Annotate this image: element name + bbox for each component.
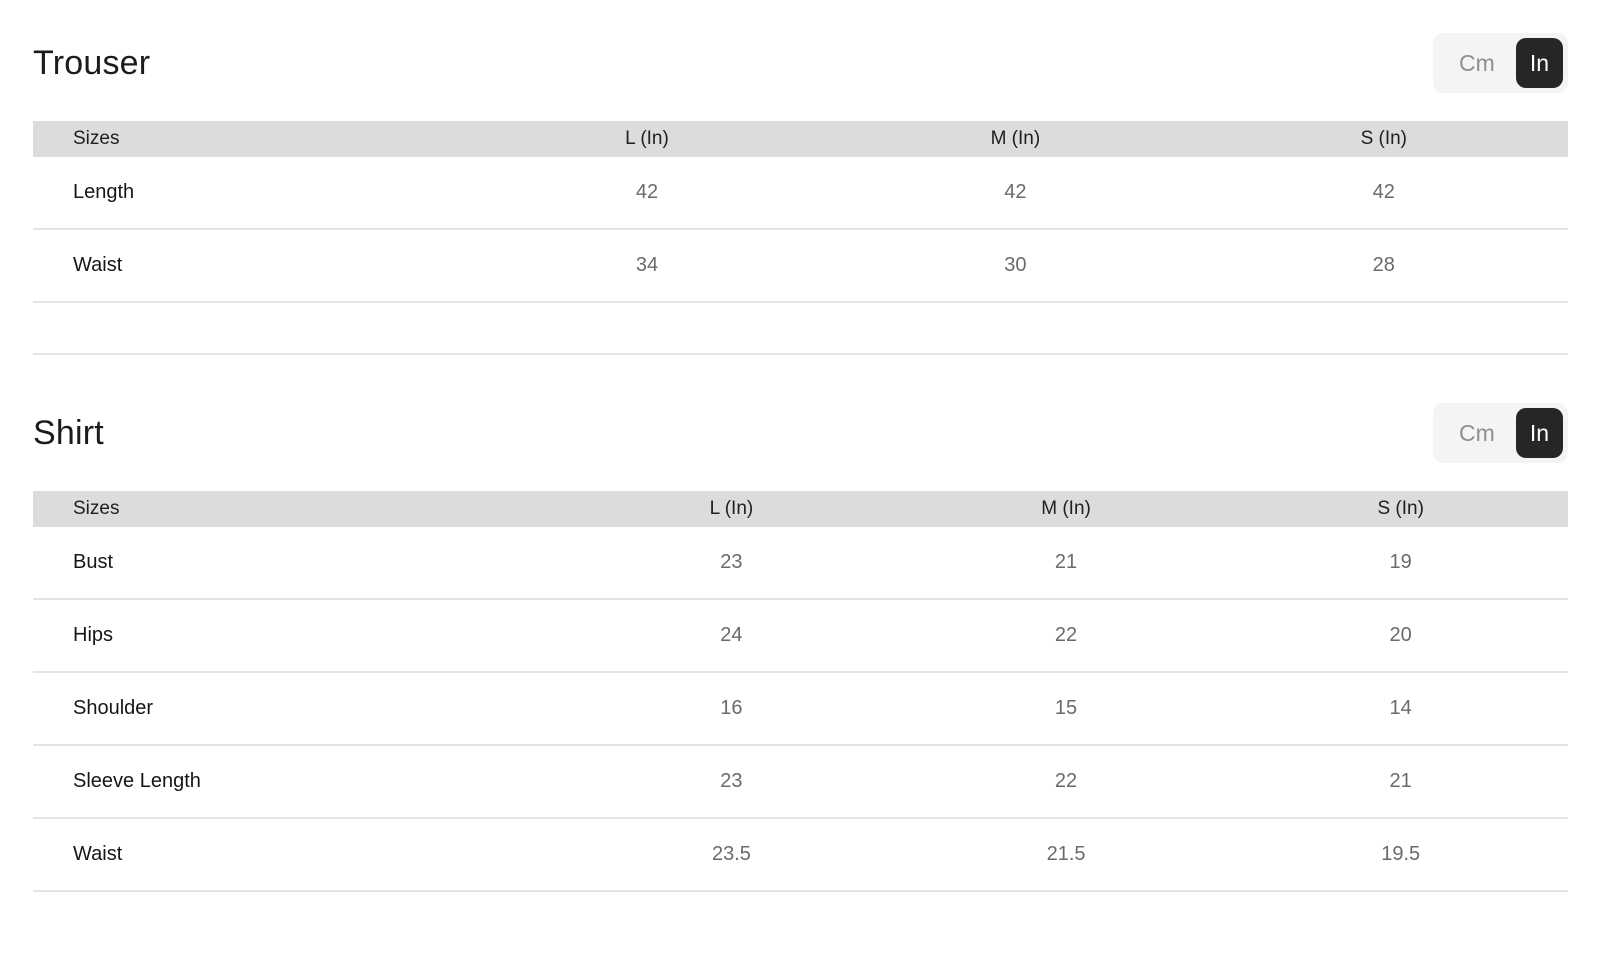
cell-value: 21 xyxy=(1233,745,1568,819)
cell-value: 22 xyxy=(898,745,1234,819)
cell-value: 21.5 xyxy=(898,818,1234,892)
table-row: Sleeve Length 23 22 21 xyxy=(33,745,1568,819)
cell-value xyxy=(1199,302,1568,355)
trouser-size-table: Sizes L (In) M (In) S (In) Length 42 42 … xyxy=(33,121,1568,355)
unit-cm-button[interactable]: Cm xyxy=(1438,38,1516,88)
row-label: Waist xyxy=(33,818,565,892)
cell-value: 42 xyxy=(1199,157,1568,230)
table-row: Waist 23.5 21.5 19.5 xyxy=(33,818,1568,892)
cell-value: 14 xyxy=(1233,672,1568,746)
cell-value xyxy=(462,302,832,355)
section-trouser: Trouser Cm In Sizes L (In) M (In) S (In) xyxy=(33,33,1568,355)
column-header-s: S (In) xyxy=(1360,128,1408,149)
column-header-l: L (In) xyxy=(625,128,669,149)
table-row: Length 42 42 42 xyxy=(33,157,1568,230)
column-header-m: M (In) xyxy=(990,128,1041,149)
column-header-l: L (In) xyxy=(709,498,754,519)
section-title: Shirt xyxy=(33,413,104,452)
cell-value: 19 xyxy=(1233,527,1568,600)
cell-value: 30 xyxy=(831,229,1200,303)
size-chart-page: Trouser Cm In Sizes L (In) M (In) S (In) xyxy=(33,33,1568,892)
cell-value: 23 xyxy=(564,527,899,600)
cell-value: 42 xyxy=(831,157,1200,230)
cell-value: 24 xyxy=(564,599,899,673)
unit-toggle-trouser: Cm In xyxy=(1433,33,1568,93)
table-row: Bust 23 21 19 xyxy=(33,527,1568,600)
section-shirt: Shirt Cm In Sizes L (In) M (In) S (In) xyxy=(33,403,1568,892)
cell-value: 34 xyxy=(462,229,832,303)
row-label: Hips xyxy=(33,599,565,673)
cell-value: 22 xyxy=(898,599,1234,673)
unit-in-button[interactable]: In xyxy=(1515,38,1563,88)
column-header-s: S (In) xyxy=(1377,498,1424,519)
cell-value: 23.5 xyxy=(564,818,899,892)
table-row-empty xyxy=(33,302,1568,355)
cell-value: 42 xyxy=(462,157,832,230)
unit-cm-button[interactable]: Cm xyxy=(1438,408,1516,458)
section-header-shirt: Shirt Cm In xyxy=(33,403,1568,463)
column-header-m: M (In) xyxy=(1041,498,1091,519)
column-header-sizes: Sizes xyxy=(73,498,120,519)
row-label xyxy=(33,302,463,355)
section-header-trouser: Trouser Cm In xyxy=(33,33,1568,93)
cell-value: 28 xyxy=(1199,229,1568,303)
table-header-row: Sizes L (In) M (In) S (In) xyxy=(33,491,1568,527)
table-row: Waist 34 30 28 xyxy=(33,229,1568,303)
cell-value: 23 xyxy=(564,745,899,819)
row-label: Waist xyxy=(33,229,463,303)
page-title: Trouser xyxy=(33,43,151,82)
cell-value: 20 xyxy=(1233,599,1568,673)
row-label: Shoulder xyxy=(33,672,565,746)
shirt-size-table: Sizes L (In) M (In) S (In) Bust 23 21 19… xyxy=(33,491,1568,892)
table-header-row: Sizes L (In) M (In) S (In) xyxy=(33,121,1568,157)
cell-value: 21 xyxy=(898,527,1234,600)
row-label: Length xyxy=(33,157,463,230)
table-row: Shoulder 16 15 14 xyxy=(33,672,1568,746)
column-header-sizes: Sizes xyxy=(73,128,120,149)
unit-toggle-shirt: Cm In xyxy=(1433,403,1568,463)
cell-value xyxy=(831,302,1200,355)
cell-value: 16 xyxy=(564,672,899,746)
table-row: Hips 24 22 20 xyxy=(33,599,1568,673)
cell-value: 15 xyxy=(898,672,1234,746)
row-label: Bust xyxy=(33,527,565,600)
unit-in-button[interactable]: In xyxy=(1515,408,1563,458)
row-label: Sleeve Length xyxy=(33,745,565,819)
cell-value: 19.5 xyxy=(1233,818,1568,892)
